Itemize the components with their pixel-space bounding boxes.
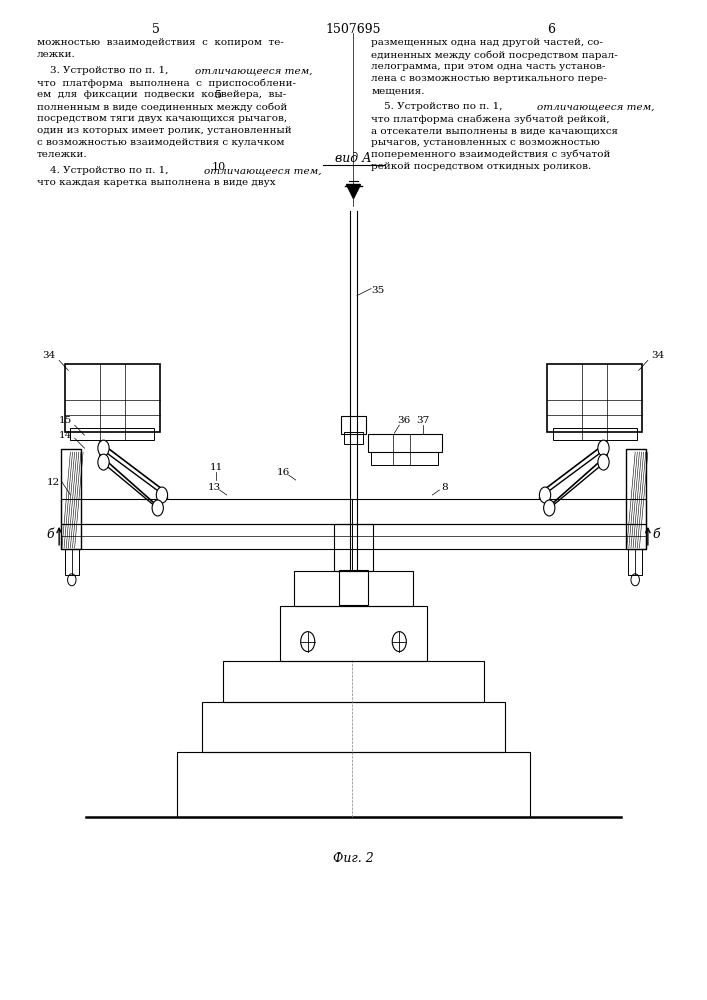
Text: 1507695: 1507695 [326, 23, 381, 36]
Text: мещения.: мещения. [371, 86, 425, 95]
Text: а отсекатели выполнены в виде качающихся: а отсекатели выполнены в виде качающихся [371, 126, 618, 135]
Text: б: б [47, 528, 54, 541]
Text: посредством тяги двух качающихся рычагов,: посредством тяги двух качающихся рычагов… [37, 114, 287, 123]
Text: 15: 15 [59, 416, 72, 425]
Text: отличающееся тем,: отличающееся тем, [537, 102, 654, 111]
Bar [223, 661, 484, 702]
Text: лежки.: лежки. [37, 50, 76, 59]
Bar [628, 549, 642, 575]
Circle shape [544, 500, 555, 516]
Bar [65, 364, 160, 432]
Circle shape [539, 487, 551, 503]
Bar [344, 432, 363, 444]
Bar [70, 428, 154, 440]
Bar [553, 428, 637, 440]
Text: Устройство по п. 1,: Устройство по п. 1, [63, 66, 171, 75]
Text: что  платформа  выполнена  с  приспособлени-: что платформа выполнена с приспособлени- [37, 78, 296, 88]
Bar [202, 702, 505, 752]
Text: Фиг. 2: Фиг. 2 [333, 852, 374, 865]
Text: отличающееся тем,: отличающееся тем, [204, 166, 321, 175]
Text: б: б [653, 528, 660, 541]
Text: 14: 14 [59, 431, 72, 440]
Text: рычагов, установленных с возможностью: рычагов, установленных с возможностью [371, 138, 600, 147]
Text: один из которых имеет ролик, установленный: один из которых имеет ролик, установленн… [37, 126, 291, 135]
Text: попеременного взаимодействия с зубчатой: попеременного взаимодействия с зубчатой [371, 150, 610, 159]
Text: размещенных одна над другой частей, со-: размещенных одна над другой частей, со- [371, 38, 603, 47]
Text: рейкой посредством откидных роликов.: рейкой посредством откидных роликов. [371, 162, 591, 171]
Circle shape [156, 487, 168, 503]
Text: единенных между собой посредством парал-: единенных между собой посредством парал- [371, 50, 618, 60]
Text: можностью  взаимодействия  с  копиром  те-: можностью взаимодействия с копиром те- [37, 38, 284, 47]
Text: отличающееся тем,: отличающееся тем, [195, 66, 312, 75]
Text: 5: 5 [215, 90, 222, 100]
Bar [368, 434, 442, 452]
Text: 10: 10 [211, 162, 226, 172]
Text: 36: 36 [397, 416, 411, 425]
Text: 3.: 3. [37, 66, 59, 75]
Bar [177, 752, 530, 817]
Text: 4. Устройство по п. 1,: 4. Устройство по п. 1, [37, 166, 171, 175]
Text: 11: 11 [209, 463, 223, 472]
Text: лелограмма, при этом одна часть установ-: лелограмма, при этом одна часть установ- [371, 62, 605, 71]
Bar [626, 449, 645, 549]
Text: ем  для  фиксации  подвески  конвейера,  вы-: ем для фиксации подвески конвейера, вы- [37, 90, 286, 99]
Text: 34: 34 [42, 351, 56, 360]
Text: полненным в виде соединенных между собой: полненным в виде соединенных между собой [37, 102, 287, 112]
Text: 34: 34 [651, 351, 665, 360]
Bar [371, 452, 438, 465]
Text: что каждая каретка выполнена в виде двух: что каждая каретка выполнена в виде двух [37, 178, 275, 187]
Text: 5. Устройство по п. 1,: 5. Устройство по п. 1, [371, 102, 506, 111]
Text: тележки.: тележки. [37, 150, 87, 159]
Circle shape [98, 454, 109, 470]
Text: 5: 5 [153, 23, 160, 36]
Text: 16: 16 [276, 468, 290, 477]
Text: с возможностью взаимодействия с кулачком: с возможностью взаимодействия с кулачком [37, 138, 284, 147]
Circle shape [598, 454, 609, 470]
Text: 13: 13 [207, 483, 221, 492]
Bar [62, 524, 645, 549]
Bar [279, 606, 428, 661]
Text: 6: 6 [547, 23, 555, 36]
Bar [293, 571, 414, 606]
Text: что платформа снабжена зубчатой рейкой,: что платформа снабжена зубчатой рейкой, [371, 114, 609, 124]
Text: лена с возможностью вертикального пере-: лена с возможностью вертикального пере- [371, 74, 607, 83]
Bar [65, 549, 79, 575]
Text: вид А: вид А [335, 152, 372, 165]
Circle shape [598, 440, 609, 456]
Text: 37: 37 [416, 416, 429, 425]
Bar [62, 449, 81, 549]
Bar [547, 364, 642, 432]
Bar [334, 524, 373, 571]
Text: 35: 35 [371, 286, 385, 295]
Bar [339, 570, 368, 605]
Circle shape [98, 440, 109, 456]
Bar [62, 499, 645, 524]
Circle shape [152, 500, 163, 516]
Text: 8: 8 [442, 483, 448, 492]
Bar [341, 416, 366, 434]
Text: 12: 12 [47, 478, 60, 487]
